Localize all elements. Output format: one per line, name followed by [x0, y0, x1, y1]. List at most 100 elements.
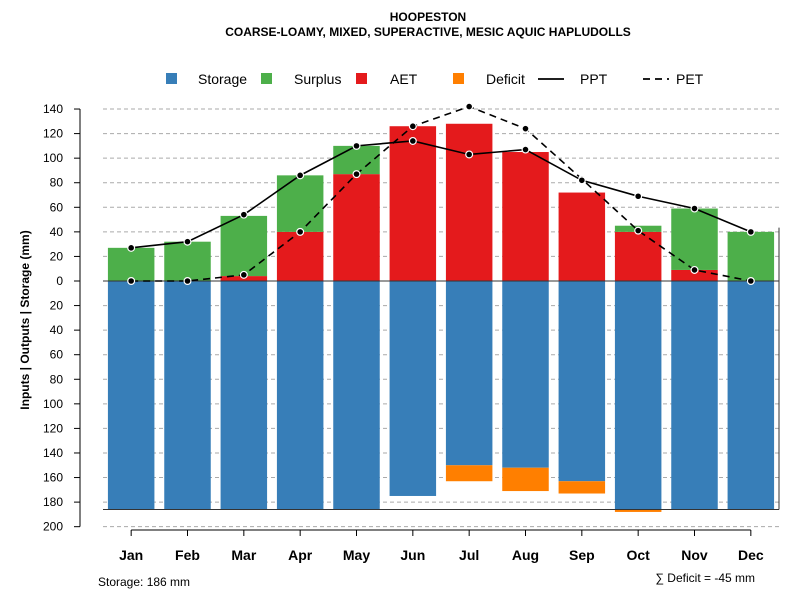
ppt-point [183, 237, 192, 246]
y-tick-label: 120 [43, 421, 63, 435]
storage-bar [614, 281, 662, 510]
ppt-point [239, 210, 248, 219]
x-tick-label: Feb [175, 547, 200, 563]
storage-bar [558, 281, 606, 482]
y-tick-label: 60 [50, 348, 64, 362]
x-tick-label: Jun [400, 547, 425, 563]
pet-point [521, 124, 530, 133]
y-tick-label: 160 [43, 471, 63, 485]
ppt-point [352, 141, 361, 150]
storage-bar [502, 281, 549, 468]
ppt-point [577, 176, 586, 185]
deficit-bar [502, 467, 549, 492]
storage-bar [276, 281, 324, 510]
aet-bar [671, 269, 718, 281]
legend-label-ppt: PPT [580, 71, 608, 87]
x-tick-label: Aug [512, 547, 539, 563]
x-tick-label: Sep [569, 547, 595, 563]
x-tick-label: Mar [231, 547, 256, 563]
y-tick-label: 40 [50, 323, 64, 337]
legend-swatch-storage [166, 73, 177, 84]
ppt-point [634, 192, 643, 201]
aet-bar [276, 231, 324, 281]
legend-swatch-surplus [261, 73, 272, 84]
storage-bar [333, 281, 380, 510]
bars [103, 123, 780, 512]
legend-label-pet: PET [676, 71, 704, 87]
legend-label-aet: AET [390, 71, 418, 87]
y-tick-label: 200 [43, 520, 63, 534]
pet-point [746, 277, 755, 286]
surplus-bar [164, 241, 211, 281]
x-tick-label: May [343, 547, 370, 563]
storage-bar [164, 281, 211, 510]
ppt-point [465, 150, 474, 159]
pet-point [183, 277, 192, 286]
storage-bar [445, 281, 493, 466]
surplus-bar [671, 208, 718, 270]
storage-bar [671, 281, 718, 510]
storage-bar [220, 281, 268, 510]
pet-point [239, 270, 248, 279]
y-tick-label: 20 [50, 249, 64, 263]
surplus-bar [276, 175, 324, 232]
x-tick-label: Nov [681, 547, 708, 563]
y-tick-label: 80 [50, 176, 64, 190]
storage-note: Storage: 186 mm [98, 575, 190, 589]
ppt-line [131, 140, 752, 249]
ppt-point [296, 171, 305, 180]
y-tick-label: 140 [43, 102, 63, 116]
ppt-point [408, 136, 417, 145]
pet-point [352, 170, 361, 179]
surplus-bar [220, 215, 268, 277]
x-tick-label: Jan [119, 547, 143, 563]
pet-point [634, 226, 643, 235]
aet-bar [389, 126, 437, 281]
x-tick-label: Oct [626, 547, 650, 563]
legend-label-deficit: Deficit [486, 71, 525, 87]
ppt-point [521, 145, 530, 154]
deficit-bar [614, 509, 662, 512]
y-tick-label: 100 [43, 397, 63, 411]
surplus-bar [107, 247, 155, 281]
ppt-point [746, 227, 755, 236]
deficit-sum: ∑ Deficit = -45 mm [655, 571, 755, 585]
legend-swatch-deficit [453, 73, 464, 84]
legend-label-surplus: Surplus [294, 71, 341, 87]
y-tick-label: 40 [50, 225, 64, 239]
pet-point [465, 102, 474, 111]
y-tick-label: 20 [50, 299, 64, 313]
chart-title: HOOPESTON [390, 10, 466, 24]
chart-legend: Storage Surplus AET Deficit PPT PET [166, 71, 704, 87]
x-tick-label: Apr [288, 547, 313, 563]
y-tick-label: 140 [43, 446, 63, 460]
legend-swatch-aet [356, 73, 367, 84]
surplus-bar [333, 145, 380, 175]
storage-bar [107, 281, 155, 510]
pet-point [127, 277, 136, 286]
y-tick-label: 80 [50, 372, 64, 386]
grid-lines [103, 108, 779, 528]
legend-label-storage: Storage [198, 71, 247, 87]
y-tick-label: 0 [56, 274, 63, 288]
aet-bar [502, 152, 549, 281]
storage-bar [727, 281, 775, 510]
aet-bar [614, 231, 662, 281]
storage-bar [389, 281, 437, 496]
deficit-bar [445, 465, 493, 482]
axes: 1401201008060402002040608010012014016018… [43, 102, 764, 563]
series-lines [127, 102, 755, 286]
y-tick-label: 120 [43, 127, 63, 141]
aet-bar [445, 123, 493, 281]
y-tick-label: 100 [43, 151, 63, 165]
y-tick-label: 180 [43, 495, 63, 509]
x-tick-label: Jul [459, 547, 479, 563]
pet-point [296, 227, 305, 236]
y-axis-label: Inputs | Outputs | Storage (mm) [18, 230, 32, 409]
x-tick-label: Dec [738, 547, 764, 563]
surplus-bar [727, 231, 775, 281]
aet-bar [558, 192, 606, 281]
deficit-bar [558, 481, 606, 494]
y-tick-label: 60 [50, 200, 64, 214]
